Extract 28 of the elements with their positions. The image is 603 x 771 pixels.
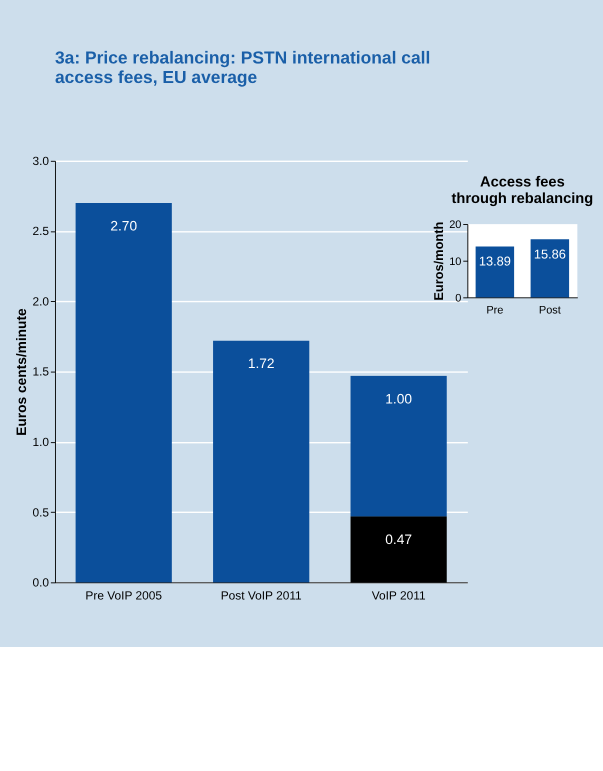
y-tick-label: 1.0 bbox=[32, 434, 50, 449]
y-tick-label: 0.5 bbox=[32, 505, 50, 520]
y-tick-label: 2.5 bbox=[32, 224, 50, 238]
data-label: 15.86 bbox=[534, 246, 566, 262]
x-tick-label: VoIP 2011 bbox=[372, 588, 426, 602]
y-axis-title: Euros cents/minute bbox=[14, 308, 30, 436]
bar bbox=[76, 202, 172, 582]
y-tick-label: 0 bbox=[455, 292, 462, 305]
y-axis-title: Euros/month bbox=[430, 222, 446, 301]
x-tick-label: Pre VoIP 2005 bbox=[85, 588, 162, 602]
text: 0.47 bbox=[385, 532, 412, 547]
y-tick-label: 10 bbox=[449, 256, 462, 268]
y-tick-label: 20 bbox=[449, 219, 462, 232]
data-label: 13.89 bbox=[478, 254, 511, 269]
text: 1.72 bbox=[248, 356, 275, 372]
y-tick-label: 1.5 bbox=[32, 364, 50, 379]
y-tick-label: 3.0 bbox=[32, 154, 50, 168]
x-tick-label: Pre bbox=[486, 304, 504, 316]
chart-title: 3a: Price rebalancing: PSTN international call access fees, EU average bbox=[54, 48, 430, 87]
x-tick-label: Post VoIP 2011 bbox=[220, 588, 302, 602]
text: 2.70 bbox=[110, 218, 138, 234]
chart-title: Access fees through rebalancing bbox=[452, 174, 594, 207]
y-tick-label: 0.0 bbox=[32, 576, 50, 590]
bar bbox=[213, 340, 310, 582]
x-tick-label: Post bbox=[538, 304, 561, 316]
bar bbox=[350, 376, 447, 516]
text: 1.00 bbox=[385, 391, 412, 406]
y-tick-label: 2.0 bbox=[32, 294, 50, 308]
